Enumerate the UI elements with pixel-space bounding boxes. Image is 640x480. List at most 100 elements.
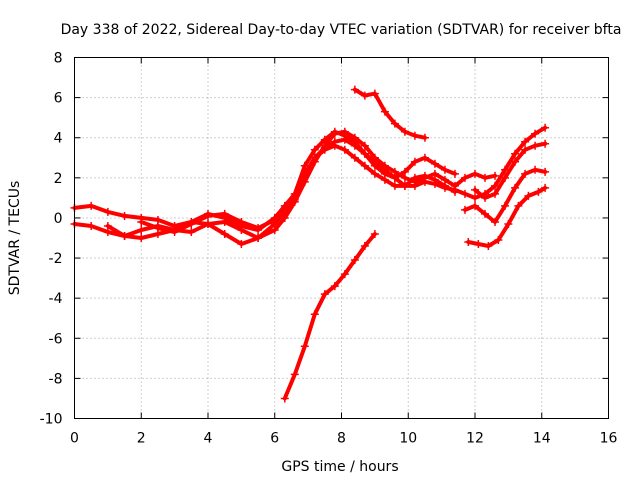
- y-tick-label: 2: [54, 171, 63, 187]
- data-point: [501, 173, 510, 182]
- data-point: [350, 133, 359, 142]
- data-point: [237, 217, 246, 226]
- data-point: [360, 91, 369, 100]
- data-point: [471, 169, 479, 178]
- data-point: [360, 149, 369, 158]
- data-point: [521, 169, 530, 178]
- x-tick-label: 16: [600, 431, 618, 447]
- data-point: [460, 205, 469, 214]
- data-point: [370, 229, 379, 238]
- data-point: [254, 223, 263, 232]
- data-point: [220, 209, 229, 218]
- data-point: [541, 123, 550, 132]
- data-point: [471, 193, 479, 202]
- data-point: [380, 175, 389, 184]
- data-point: [400, 173, 409, 182]
- data-point: [370, 89, 379, 98]
- series-line: [282, 232, 377, 401]
- data-point: [187, 227, 196, 236]
- chart-title: Day 338 of 2022, Sidereal Day-to-day VTE…: [61, 22, 622, 38]
- y-tick-label: 0: [54, 211, 63, 227]
- data-point: [484, 242, 493, 251]
- data-point: [531, 129, 540, 138]
- data-point: [541, 139, 550, 148]
- data-point: [380, 107, 389, 116]
- data-point: [254, 234, 263, 242]
- data-point: [360, 141, 369, 150]
- y-tick-label: -8: [49, 371, 63, 387]
- data-point: [204, 211, 212, 220]
- data-point: [350, 85, 359, 94]
- data-point: [531, 141, 540, 150]
- data-point: [471, 201, 479, 210]
- data-point: [280, 394, 289, 403]
- y-tick-label: -10: [40, 412, 63, 428]
- data-point: [440, 183, 449, 192]
- data-point: [440, 175, 449, 184]
- data-point: [370, 169, 379, 178]
- data-point: [237, 225, 246, 234]
- data-point: [220, 229, 229, 238]
- data-point: [460, 173, 469, 182]
- data-point: [504, 219, 513, 228]
- data-point: [103, 221, 112, 230]
- data-point: [340, 270, 349, 279]
- data-point: [87, 201, 96, 210]
- data-point: [340, 145, 349, 154]
- x-tick-label: 2: [137, 431, 146, 447]
- data-point: [370, 157, 379, 166]
- y-tick-label: 4: [54, 131, 63, 147]
- data-point: [237, 240, 246, 249]
- data-point: [204, 219, 212, 228]
- data-point: [360, 161, 369, 170]
- data-point: [524, 191, 533, 200]
- data-point: [531, 165, 540, 174]
- y-tick-label: -6: [49, 331, 63, 347]
- data-point: [534, 187, 543, 196]
- data-point: [511, 183, 520, 192]
- data-point: [270, 215, 279, 224]
- series-line: [139, 125, 548, 234]
- data-point: [494, 236, 503, 245]
- grid: [74, 57, 609, 419]
- data-point: [420, 153, 429, 162]
- data-point: [360, 242, 369, 251]
- data-point: [410, 157, 419, 166]
- y-tick-label: -4: [49, 291, 63, 307]
- x-tick-label: 4: [204, 431, 213, 447]
- data-point: [410, 181, 419, 190]
- data-point: [481, 209, 490, 218]
- data-point: [521, 137, 530, 146]
- tick-labels: 0 2 4 6 8 10 12 14 16 -10 -8 -6 -4 -2 0 2 4 6 8: [40, 51, 618, 447]
- data-point: [491, 171, 500, 180]
- x-tick-label: 14: [533, 431, 551, 447]
- data-point: [220, 217, 229, 226]
- series-track-8: [464, 183, 550, 251]
- data-point: [310, 310, 319, 319]
- data-point: [320, 290, 329, 299]
- data-point: [280, 213, 289, 222]
- data-point: [310, 153, 319, 162]
- series-track-9: [471, 139, 550, 202]
- data-point: [330, 129, 339, 138]
- y-tick-label: 6: [54, 91, 63, 107]
- data-point: [300, 342, 309, 351]
- data-point: [400, 181, 409, 190]
- data-point: [474, 240, 483, 249]
- data-point: [350, 141, 359, 150]
- data-point: [491, 217, 500, 226]
- data-point: [137, 225, 146, 234]
- data-point: [521, 145, 530, 154]
- y-axis-label: SDTVAR / TECUs: [7, 181, 23, 296]
- data-point: [187, 219, 196, 228]
- series-track-7: [460, 165, 550, 226]
- data-point: [290, 193, 299, 202]
- data-point: [430, 159, 439, 168]
- data-point: [430, 179, 439, 188]
- data-point: [450, 169, 459, 178]
- data-point: [120, 231, 129, 240]
- data-point: [340, 135, 349, 144]
- x-tick-label: 8: [337, 431, 346, 447]
- data-point: [491, 189, 500, 198]
